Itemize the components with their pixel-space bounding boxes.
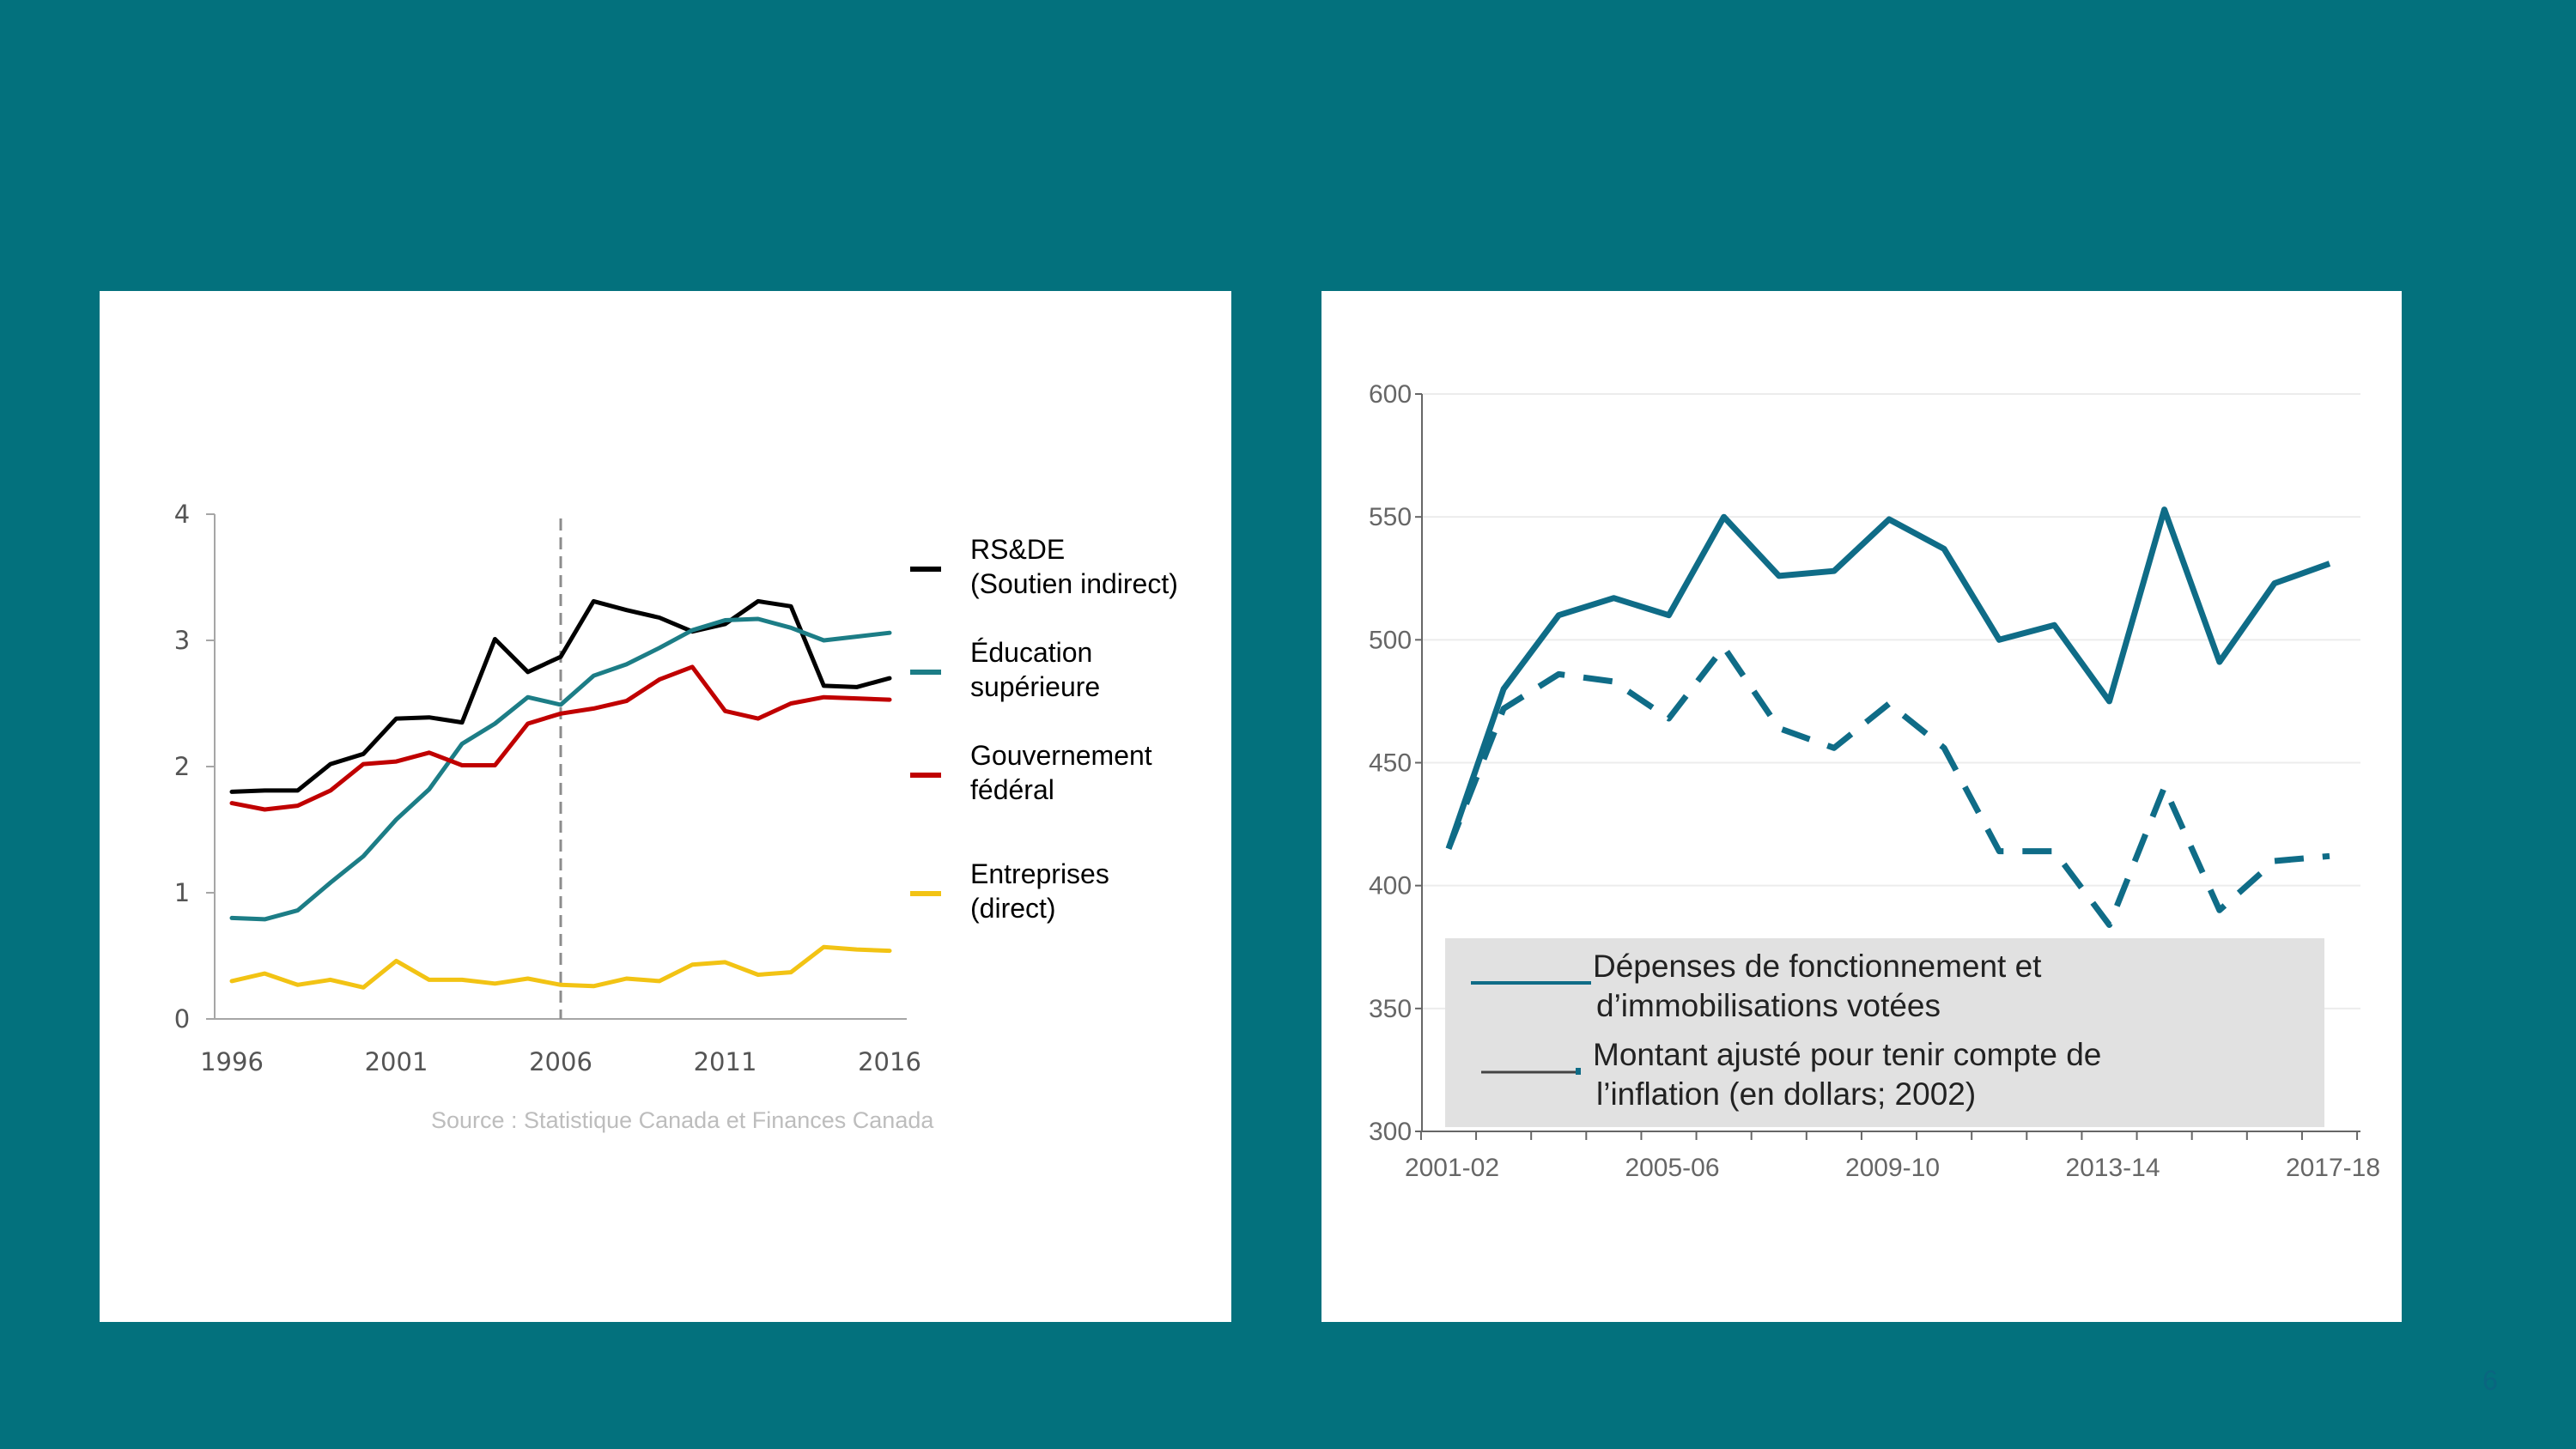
legend-box (1445, 938, 2324, 1127)
y-tick-label: 350 (1369, 995, 1412, 1023)
legend-swatch-dashed-tip (1576, 1068, 1581, 1075)
y-tick-label: 550 (1369, 503, 1412, 531)
x-tick-label: 2013-14 (2065, 1154, 2160, 1182)
legend-label: RS&DE (970, 534, 1065, 565)
series-line-0 (1445, 506, 2331, 850)
legend-label: d’immobilisations votées (1596, 988, 1941, 1023)
x-tick-label: 2001-02 (1405, 1154, 1499, 1182)
x-tick-label: 2001 (365, 1047, 428, 1076)
series-line-1 (1445, 644, 2330, 928)
legend-label: Gouvernement (970, 740, 1152, 771)
legend-label: Dépenses de fonctionnement et (1593, 949, 2042, 984)
x-tick-label: 1996 (200, 1047, 264, 1076)
y-tick-label: 300 (1369, 1118, 1412, 1146)
y-tick-label: 2 (174, 752, 190, 781)
x-tick-label: 2016 (858, 1047, 921, 1076)
series-line-3 (229, 944, 892, 990)
spending-line-chart: 300 350 400 450 500 550 600 2001-02 2005-06 2009-… (1369, 380, 2380, 1182)
x-tick-label: 2009-10 (1845, 1154, 1940, 1182)
left-chart-panel: 0 1 2 3 4 1996 2001 2006 2011 2016 RS&DE (Soutien i… (100, 291, 1231, 1322)
y-tick-label: 500 (1369, 626, 1412, 654)
legend-label: fédéral (970, 774, 1054, 805)
y-tick-label: 450 (1369, 749, 1412, 778)
y-tick-label: 0 (174, 1004, 190, 1034)
series-line-2 (229, 664, 892, 812)
x-tick-label: 2011 (694, 1047, 757, 1076)
y-tick-label: 1 (174, 878, 190, 907)
y-tick-label: 600 (1369, 380, 1412, 409)
legend-label: (Soutien indirect) (970, 568, 1178, 599)
y-tick-label: 4 (174, 500, 190, 529)
research-funding-line-chart: 0 1 2 3 4 1996 2001 2006 2011 2016 RS&DE(Soutien i… (174, 500, 1178, 1133)
page-number: 6 (2482, 1365, 2498, 1396)
x-tick-label: 2017-18 (2286, 1154, 2380, 1182)
x-tick-label: 2006 (529, 1047, 592, 1076)
legend-label: (direct) (970, 893, 1056, 924)
legend-label: Entreprises (970, 858, 1109, 889)
series-line-0 (229, 598, 892, 794)
y-tick-label: 3 (174, 626, 190, 655)
legend-label: Éducation (970, 637, 1092, 668)
legend-label: l’inflation (en dollars; 2002) (1596, 1076, 1976, 1112)
y-tick-label: 400 (1369, 872, 1412, 900)
legend-label: supérieure (970, 671, 1100, 702)
series-line-1 (229, 616, 892, 922)
source-note: Source : Statistique Canada et Finances … (431, 1107, 934, 1133)
x-tick-label: 2005-06 (1625, 1154, 1719, 1182)
right-chart-panel: 300 350 400 450 500 550 600 2001-02 2005-06 2009-… (1321, 291, 2402, 1322)
legend-label: Montant ajusté pour tenir compte de (1593, 1037, 2101, 1072)
